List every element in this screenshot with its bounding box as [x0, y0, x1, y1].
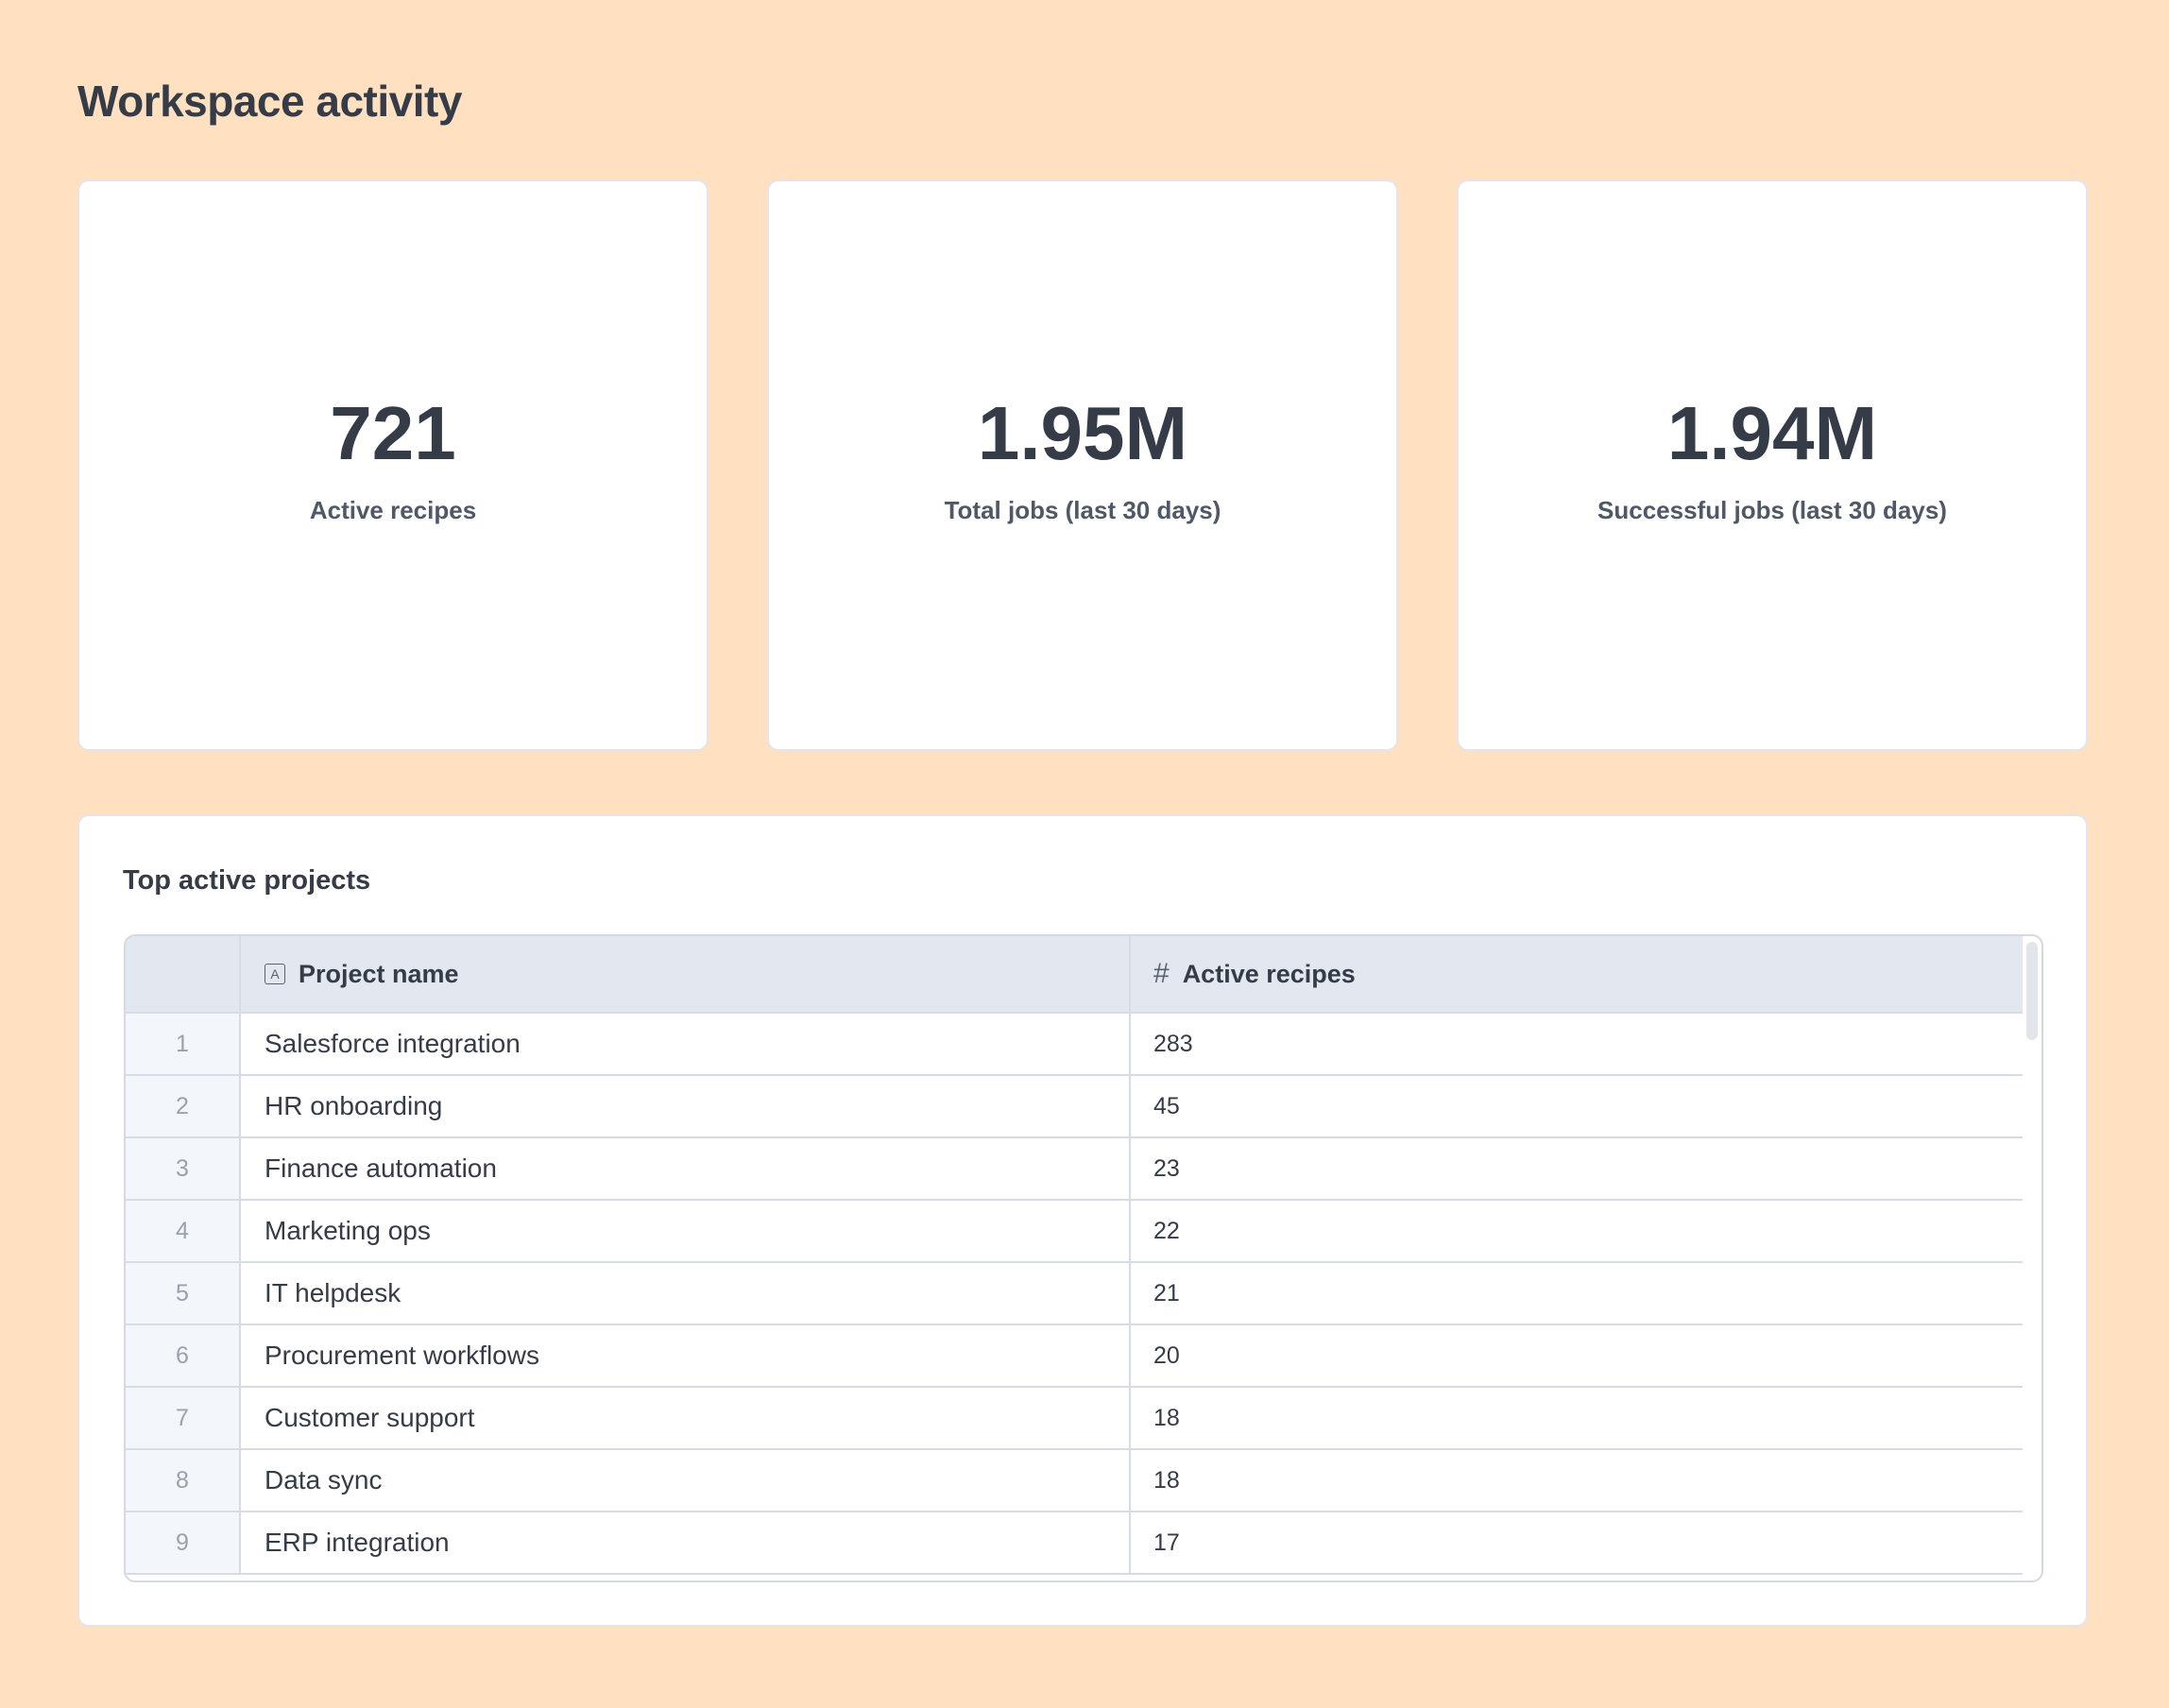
row-index: 8	[126, 1450, 241, 1511]
row-index: 5	[126, 1263, 241, 1324]
row-index: 1	[126, 1014, 241, 1074]
active-recipes-cell: 23	[1153, 1154, 1180, 1182]
row-index: 9	[126, 1512, 241, 1573]
active-recipes-cell: 45	[1153, 1092, 1180, 1119]
project-name-cell: Data sync	[241, 1450, 1131, 1511]
page-title: Workspace activity	[77, 77, 462, 126]
project-name-cell: Marketing ops	[241, 1201, 1131, 1261]
table-row[interactable]: 2 HR onboarding 45	[126, 1076, 2023, 1138]
table-row[interactable]: 9 ERP integration 17	[126, 1512, 2023, 1575]
active-recipes-cell: 22	[1153, 1217, 1180, 1244]
projects-table: A Project name # Active recipes 1 Salesforc…	[124, 934, 2043, 1582]
stat-card-successful-jobs: 1.94M Successful jobs (last 30 days)	[1457, 179, 2088, 751]
active-recipes-cell: 21	[1153, 1279, 1180, 1307]
active-recipes-cell: 17	[1153, 1529, 1180, 1556]
stat-card-total-jobs: 1.95M Total jobs (last 30 days)	[767, 179, 1398, 751]
stat-value: 1.95M	[977, 391, 1188, 475]
project-name-cell: Finance automation	[241, 1138, 1131, 1199]
column-label: Project name	[299, 959, 459, 988]
stat-cards: 721 Active recipes 1.95M Total jobs (las…	[77, 179, 2088, 751]
table-row[interactable]: 8 Data sync 18	[126, 1450, 2023, 1512]
stat-card-active-recipes: 721 Active recipes	[77, 179, 709, 751]
column-header-project-name[interactable]: A Project name	[241, 936, 1131, 1012]
project-name-cell: IT helpdesk	[241, 1263, 1131, 1324]
panel-title: Top active projects	[123, 865, 371, 896]
number-type-icon: #	[1153, 958, 1170, 989]
scrollbar[interactable]	[2026, 942, 2038, 1040]
stat-label: Active recipes	[309, 496, 477, 524]
row-index: 2	[126, 1076, 241, 1136]
active-recipes-cell: 283	[1153, 1030, 1193, 1057]
stat-label: Successful jobs (last 30 days)	[1597, 496, 1947, 524]
row-index: 7	[126, 1388, 241, 1448]
active-recipes-cell: 18	[1153, 1404, 1180, 1431]
stat-value: 721	[330, 391, 456, 475]
project-name-cell: Salesforce integration	[241, 1014, 1131, 1074]
table-header: A Project name # Active recipes	[126, 936, 2023, 1014]
stat-label: Total jobs (last 30 days)	[944, 496, 1221, 524]
index-header	[126, 936, 241, 1012]
active-recipes-cell: 20	[1153, 1341, 1180, 1369]
table-row[interactable]: 1 Salesforce integration 283	[126, 1014, 2023, 1076]
project-name-cell: Procurement workflows	[241, 1325, 1131, 1386]
row-index: 4	[126, 1201, 241, 1261]
row-index: 6	[126, 1325, 241, 1386]
text-type-icon: A	[265, 964, 285, 984]
project-name-cell: ERP integration	[241, 1512, 1131, 1573]
table-row[interactable]: 6 Procurement workflows 20	[126, 1325, 2023, 1388]
project-name-cell: Customer support	[241, 1388, 1131, 1448]
top-projects-panel: Top active projects A Project name # Activ…	[77, 814, 2088, 1627]
table-row[interactable]: 4 Marketing ops 22	[126, 1201, 2023, 1263]
table-row[interactable]: 3 Finance automation 23	[126, 1138, 2023, 1201]
project-name-cell: HR onboarding	[241, 1076, 1131, 1136]
row-index: 3	[126, 1138, 241, 1199]
active-recipes-cell: 18	[1153, 1466, 1180, 1494]
table-row[interactable]: 5 IT helpdesk 21	[126, 1263, 2023, 1325]
column-label: Active recipes	[1182, 959, 1356, 988]
table-row[interactable]: 7 Customer support 18	[126, 1388, 2023, 1450]
stat-value: 1.94M	[1666, 391, 1878, 475]
column-header-active-recipes[interactable]: # Active recipes	[1131, 936, 2023, 1012]
